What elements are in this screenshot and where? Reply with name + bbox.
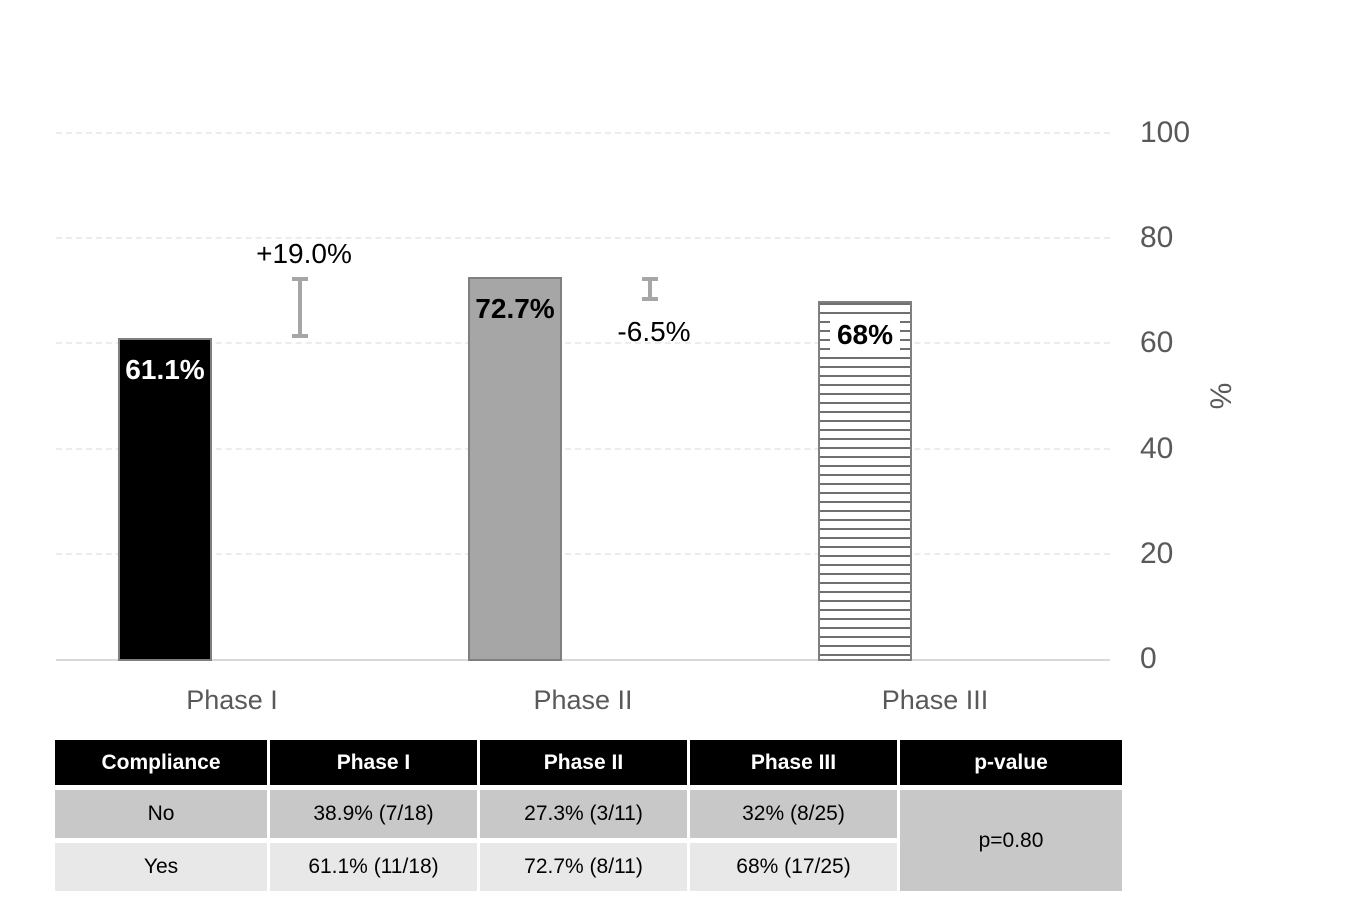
- gridline-100: [56, 132, 1110, 134]
- gridline-20: [56, 552, 1110, 555]
- diff-annotation-2: -6.5%: [617, 316, 691, 348]
- table-cell-yes-phase-2: 72.7% (8/11): [480, 843, 687, 891]
- y-tick-label-0: 0: [1140, 642, 1157, 675]
- table-header-compliance: Compliance: [55, 740, 267, 785]
- error-bar-stem: [648, 276, 652, 302]
- table-row-yes-label: Yes: [55, 843, 267, 891]
- table-cell-yes-phase-1: 61.1% (11/18): [270, 843, 477, 891]
- bar-value-label-phase-iii: 68%: [820, 317, 910, 354]
- bar-value-chip: 68%: [829, 317, 901, 354]
- table-header-phase-1: Phase I: [270, 740, 477, 785]
- bar-value-label-phase-i: 61.1%: [125, 353, 205, 385]
- table-header-p-value: p-value: [900, 740, 1122, 785]
- table-cell-no-phase-1: 38.9% (7/18): [270, 790, 477, 838]
- error-bar-stem: [298, 276, 302, 338]
- bar-value-label-phase-ii: 72.7%: [475, 292, 555, 324]
- bar-phase-i: 61.1%: [118, 337, 212, 661]
- y-axis-title: %: [1205, 382, 1238, 410]
- table-header-phase-2: Phase II: [480, 740, 687, 785]
- error-bar-cap-bottom: [292, 333, 308, 338]
- y-tick-label-80: 80: [1140, 221, 1174, 255]
- x-category-label-phase-iii: Phase III: [881, 685, 989, 715]
- gridline-60: [56, 342, 1110, 345]
- error-bar-2: [642, 276, 658, 302]
- x-category-label-phase-ii: Phase II: [533, 685, 633, 715]
- table-header-phase-3: Phase III: [690, 740, 897, 785]
- table-cell-p-value: p=0.80: [900, 790, 1122, 891]
- gridline-80: [56, 237, 1110, 240]
- error-bar-cap-bottom: [642, 297, 658, 302]
- y-tick-label-20: 20: [1140, 536, 1174, 570]
- compliance-table: Compliance Phase I Phase II Phase III p-…: [55, 740, 1122, 891]
- bar-phase-iii: 68%: [818, 301, 912, 661]
- table-cell-no-phase-3: 32% (8/25): [690, 790, 897, 838]
- bar-phase-ii: 72.7%: [468, 276, 562, 661]
- table-row-no-label: No: [55, 790, 267, 838]
- y-tick-label-60: 60: [1140, 326, 1174, 360]
- table-cell-no-phase-2: 27.3% (3/11): [480, 790, 687, 838]
- table-cell-yes-phase-3: 68% (17/25): [690, 843, 897, 891]
- error-bar-1: [292, 276, 308, 338]
- x-axis-line: [56, 659, 1110, 661]
- diff-annotation-1: +19.0%: [256, 237, 352, 269]
- y-tick-label-100: 100: [1140, 116, 1191, 149]
- y-tick-label-40: 40: [1140, 431, 1174, 465]
- gridline-40: [56, 447, 1110, 450]
- x-category-label-phase-i: Phase I: [186, 685, 278, 715]
